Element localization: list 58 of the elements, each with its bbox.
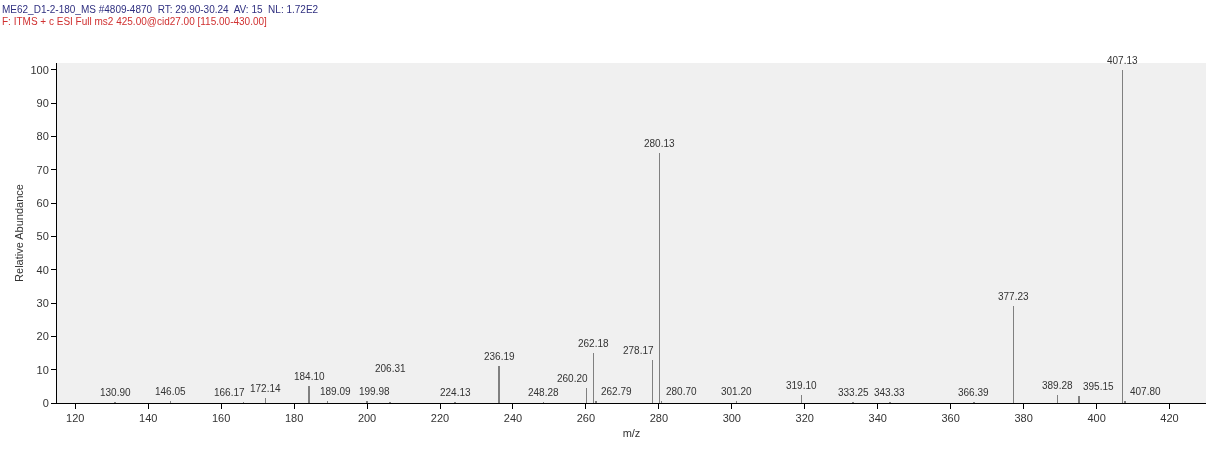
y-axis-title: Relative Abundance <box>13 184 26 282</box>
annotation: 260.20 <box>557 373 589 384</box>
annotation: 172.14 <box>250 383 282 394</box>
annotation: 278.17 <box>623 345 655 356</box>
x-tick-label: 280 <box>649 412 669 425</box>
y-tick-label: 40 <box>36 263 49 276</box>
y-tick-label: 20 <box>36 330 49 343</box>
x-tick-label: 320 <box>795 412 814 425</box>
annotation: 199.98 <box>359 386 391 397</box>
annotation: 146.05 <box>155 386 187 397</box>
x-tick-label: 160 <box>211 412 231 425</box>
chart-subtitle: F: ITMS + c ESI Full ms2 425.00@cid27.00 [115.00-430.00] <box>2 16 268 27</box>
y-tick-label: 0 <box>42 396 49 409</box>
x-tick-label: 360 <box>941 412 960 425</box>
y-tick-label: 100 <box>30 63 49 76</box>
x-tick-label: 380 <box>1014 412 1033 425</box>
annotation: 236.19 <box>484 351 516 362</box>
annotation: 262.79 <box>601 386 633 397</box>
annotation: 189.09 <box>320 386 352 397</box>
x-tick-label: 220 <box>430 412 450 425</box>
annotation: 262.18 <box>578 338 610 349</box>
x-tick-label: 200 <box>357 412 377 425</box>
annotation: 280.70 <box>666 386 698 397</box>
chart-title: ME62_D1-2-180_MS #4809-4870 RT: 29.90-30.24 AV: 15 NL: 1.72E2 <box>2 4 319 15</box>
y-tick-label: 70 <box>36 163 49 176</box>
y-tick-label: 90 <box>36 96 49 109</box>
annotation: 343.33 <box>874 387 906 398</box>
x-tick-label: 140 <box>139 412 158 425</box>
x-tick-label: 120 <box>66 412 85 425</box>
annotation: 395.15 <box>1083 381 1115 392</box>
y-tick-label: 80 <box>36 130 49 143</box>
x-axis-title: m/z <box>622 427 641 440</box>
annotation: 184.10 <box>294 371 326 382</box>
y-tick-label: 60 <box>36 196 49 209</box>
annotation: 333.25 <box>838 387 870 398</box>
y-tick-label: 10 <box>36 363 49 376</box>
x-tick-label: 400 <box>1087 412 1106 425</box>
annotation: 248.28 <box>528 387 560 398</box>
annotation: 166.17 <box>214 387 246 398</box>
annotation: 377.23 <box>998 291 1030 302</box>
x-tick-label: 260 <box>576 412 596 425</box>
x-tick-label: 240 <box>503 412 523 425</box>
x-tick-label: 180 <box>284 412 304 425</box>
x-tick-label: 420 <box>1160 412 1179 425</box>
annotation: 366.39 <box>958 387 990 398</box>
x-tick-label: 340 <box>868 412 887 425</box>
annotation: 280.13 <box>644 138 676 149</box>
x-tick-label: 300 <box>722 412 741 425</box>
annotation: 206.31 <box>375 363 407 374</box>
annotation: 130.90 <box>100 387 132 398</box>
annotation: 407.13 <box>1107 55 1139 66</box>
y-tick-label: 30 <box>36 296 49 309</box>
annotation: 301.20 <box>721 386 753 397</box>
annotation: 407.80 <box>1130 386 1162 397</box>
y-tick-label: 50 <box>36 230 49 243</box>
annotation: 319.10 <box>786 380 818 391</box>
annotation: 224.13 <box>440 387 472 398</box>
annotation: 389.28 <box>1042 380 1074 391</box>
